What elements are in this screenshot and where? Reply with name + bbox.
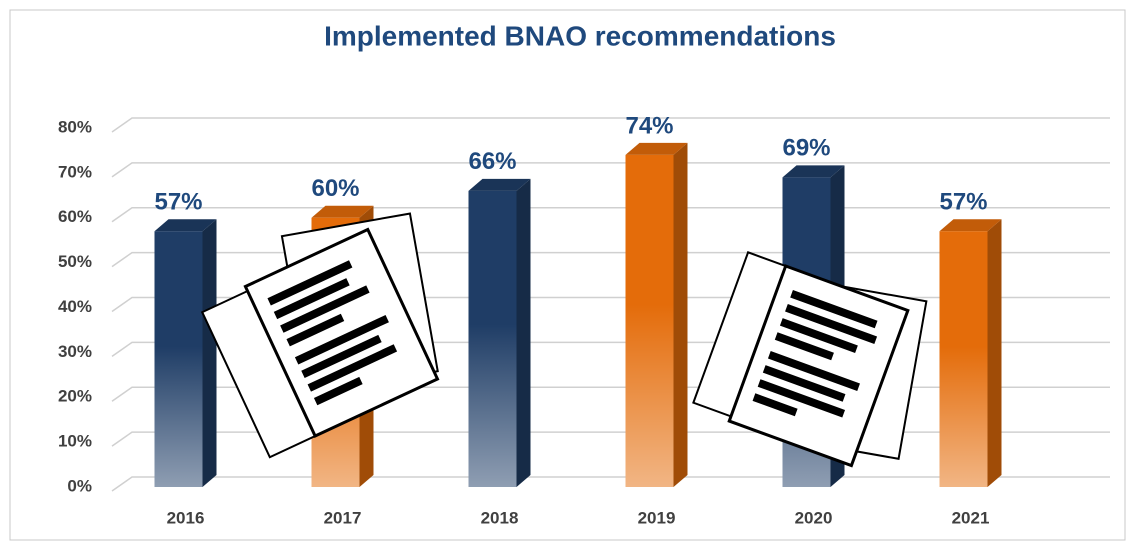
decoration — [200, 212, 928, 468]
y-tick-label: 0% — [67, 476, 92, 495]
bar-top — [468, 178, 531, 191]
bar-side — [673, 142, 688, 488]
bar-highlight — [468, 190, 517, 487]
grid-line — [111, 162, 1110, 178]
bar-top — [154, 219, 217, 232]
bar-side — [516, 178, 531, 487]
bar-top — [782, 165, 845, 178]
y-tick-label: 30% — [58, 342, 92, 361]
bar-highlight — [625, 154, 674, 488]
value-label: 69% — [782, 135, 830, 162]
bar-top — [311, 205, 374, 218]
y-tick-label: 10% — [58, 432, 92, 451]
value-label: 60% — [311, 175, 359, 202]
x-tick-label: 2019 — [638, 508, 676, 527]
chart-title: Implemented BNAO recommendations — [324, 20, 836, 51]
x-tick-label: 2021 — [952, 508, 990, 527]
x-tick-label: 2017 — [324, 508, 362, 527]
y-tick-label: 50% — [58, 252, 92, 271]
x-tick-label: 2016 — [167, 508, 205, 527]
value-label: 66% — [468, 148, 516, 175]
value-label: 57% — [939, 189, 987, 216]
bar-top — [625, 142, 688, 155]
x-tick-label: 2018 — [481, 508, 519, 527]
bar-side — [202, 219, 217, 487]
bar — [154, 219, 217, 487]
bar — [625, 142, 688, 488]
y-tick-label: 70% — [58, 162, 92, 181]
value-label: 57% — [154, 189, 202, 216]
value-label: 74% — [625, 112, 673, 139]
y-tick-label: 80% — [58, 117, 92, 136]
bar — [468, 178, 531, 487]
bar-side — [987, 219, 1002, 487]
bar-highlight — [939, 231, 988, 487]
y-tick-label: 40% — [58, 297, 92, 316]
bar — [939, 219, 1002, 487]
bar-top — [939, 219, 1002, 232]
grid-line — [111, 117, 1110, 133]
bar-highlight — [154, 231, 203, 487]
y-tick-label: 20% — [58, 387, 92, 406]
x-tick-label: 2020 — [795, 508, 833, 527]
y-tick-label: 60% — [58, 207, 92, 226]
